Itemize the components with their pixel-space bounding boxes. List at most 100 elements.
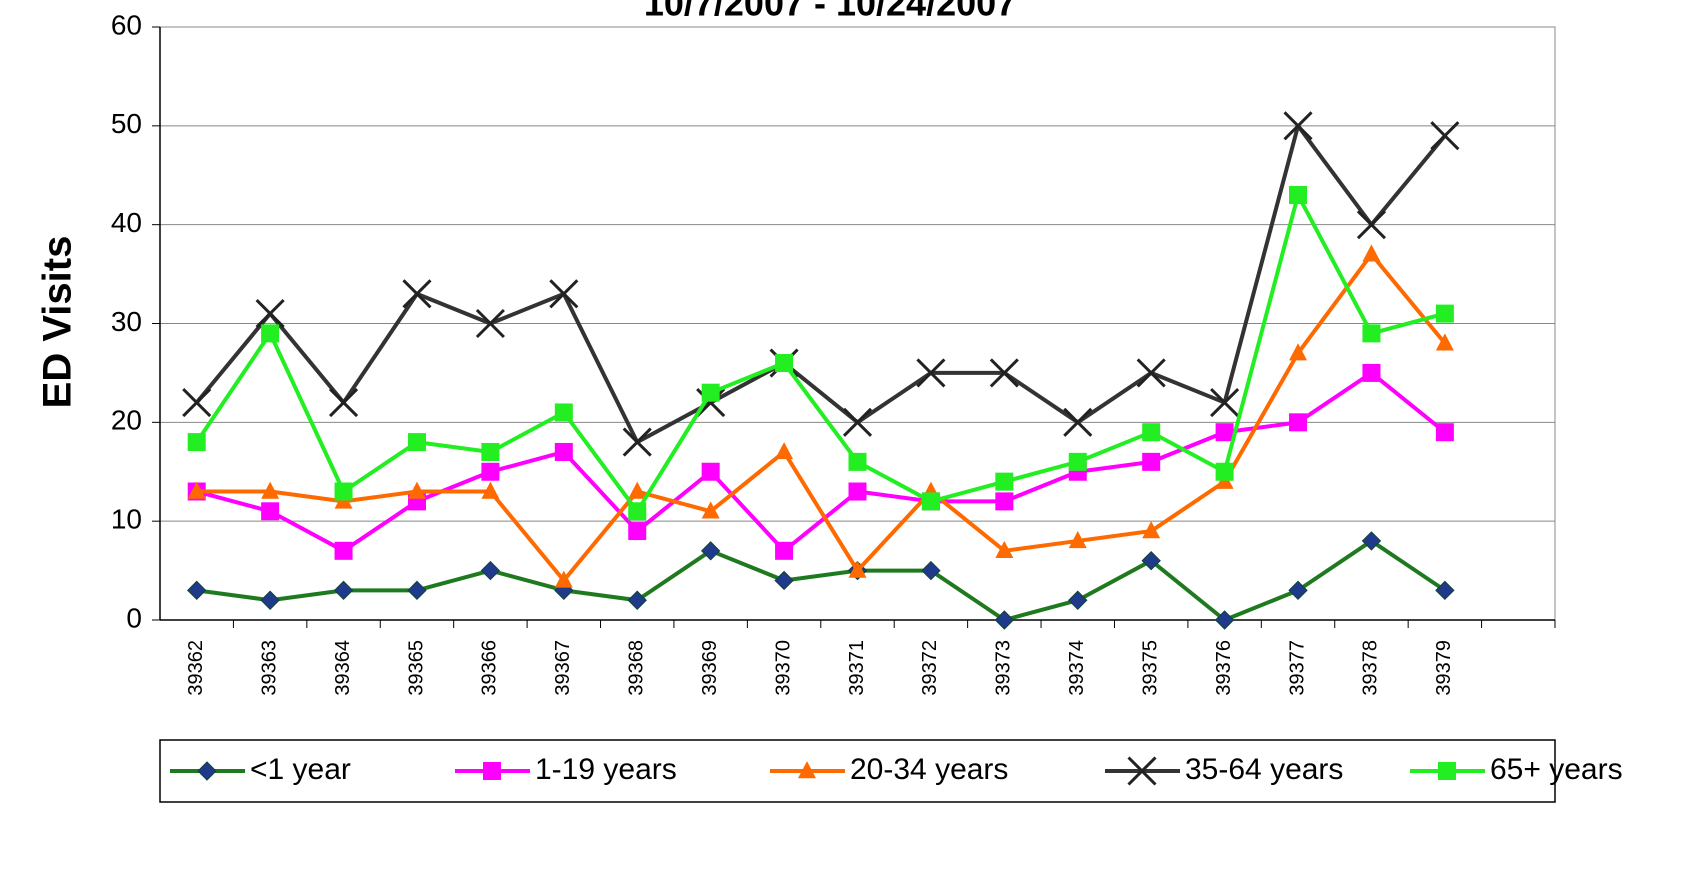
x-tick-label: 39366 — [479, 640, 501, 696]
marker — [1136, 358, 1166, 388]
legend-label: 35-64 years — [1185, 753, 1343, 786]
marker — [842, 407, 873, 437]
marker — [628, 522, 647, 541]
marker — [260, 590, 280, 610]
legend-box — [159, 739, 1556, 803]
marker — [475, 308, 505, 339]
series-line — [195, 193, 1446, 514]
y-tick-label: 20 — [111, 405, 142, 436]
marker — [1141, 550, 1161, 571]
marker — [1210, 388, 1240, 418]
marker — [921, 492, 940, 511]
x-tick-label: 39379 — [1433, 640, 1455, 696]
marker — [774, 570, 794, 591]
y-tick-label: 40 — [111, 207, 142, 238]
y-tick-label: 10 — [111, 504, 142, 535]
y-tick-label: 30 — [111, 306, 142, 337]
x-tick-label: 39363 — [258, 640, 280, 696]
marker — [334, 482, 353, 501]
legend-label: 65+ years — [1490, 753, 1623, 786]
marker — [255, 299, 285, 329]
marker — [775, 541, 794, 560]
marker — [622, 427, 652, 457]
marker — [775, 442, 794, 460]
marker — [1289, 343, 1308, 361]
x-tick-label: 39372 — [919, 640, 941, 696]
x-tick-label: 39371 — [846, 640, 868, 696]
x-tick-label: 39367 — [552, 640, 574, 696]
marker — [1356, 210, 1387, 240]
marker — [775, 354, 794, 373]
marker — [848, 452, 867, 471]
marker — [261, 502, 280, 521]
marker — [1142, 452, 1161, 471]
marker — [407, 580, 427, 601]
marker — [481, 462, 500, 481]
x-tick-label: 39378 — [1360, 640, 1382, 696]
marker — [1288, 580, 1308, 601]
marker — [554, 403, 573, 422]
marker — [627, 590, 647, 610]
marker — [1215, 462, 1234, 481]
marker — [1068, 452, 1087, 471]
marker — [628, 481, 647, 499]
marker — [1068, 531, 1087, 549]
marker — [483, 762, 501, 780]
marker — [187, 433, 206, 452]
x-tick-label: 39377 — [1286, 640, 1308, 696]
marker — [407, 433, 426, 452]
marker — [1142, 423, 1161, 442]
x-tick-label: 39376 — [1213, 640, 1235, 696]
marker — [995, 540, 1014, 559]
marker — [182, 388, 212, 418]
marker — [994, 610, 1015, 630]
marker — [1068, 590, 1088, 610]
marker — [628, 502, 647, 521]
marker — [1438, 762, 1456, 780]
marker — [1283, 111, 1313, 141]
marker — [1289, 413, 1308, 432]
marker — [701, 383, 720, 402]
marker — [1435, 304, 1454, 323]
x-tick-label: 39374 — [1066, 640, 1088, 696]
marker — [333, 580, 354, 601]
x-tick-label: 39368 — [626, 640, 648, 696]
y-axis-label: ED Visits — [36, 236, 80, 409]
marker — [328, 388, 359, 418]
marker — [700, 541, 721, 561]
x-tick-label: 39375 — [1139, 640, 1161, 696]
marker — [187, 580, 207, 601]
marker — [187, 481, 206, 499]
legend-label: <1 year — [250, 753, 351, 786]
x-tick-label: 39365 — [405, 640, 427, 696]
x-tick-label: 39364 — [332, 640, 354, 696]
marker — [921, 560, 941, 581]
series-line — [196, 252, 1447, 583]
marker — [1435, 423, 1454, 442]
x-tick-label: 39373 — [993, 640, 1015, 696]
marker — [407, 481, 426, 499]
x-tick-label: 39369 — [699, 640, 721, 696]
marker — [1430, 121, 1460, 151]
marker — [197, 761, 217, 781]
marker — [481, 481, 500, 499]
y-tick-label: 0 — [126, 602, 142, 633]
legend-label: 1-19 years — [535, 753, 677, 786]
marker — [798, 761, 816, 779]
marker — [334, 541, 353, 560]
y-tick-label: 60 — [111, 9, 142, 40]
marker — [995, 472, 1014, 491]
marker — [1215, 423, 1234, 442]
series-line — [196, 538, 1446, 622]
marker — [549, 279, 579, 309]
marker — [261, 324, 280, 343]
x-tick-label: 39370 — [772, 640, 794, 696]
marker — [1127, 756, 1157, 786]
marker — [916, 358, 946, 388]
marker — [1435, 333, 1454, 351]
marker — [1214, 610, 1235, 630]
marker — [1063, 407, 1093, 437]
x-tick-label: 39362 — [185, 640, 207, 696]
marker — [261, 481, 280, 499]
